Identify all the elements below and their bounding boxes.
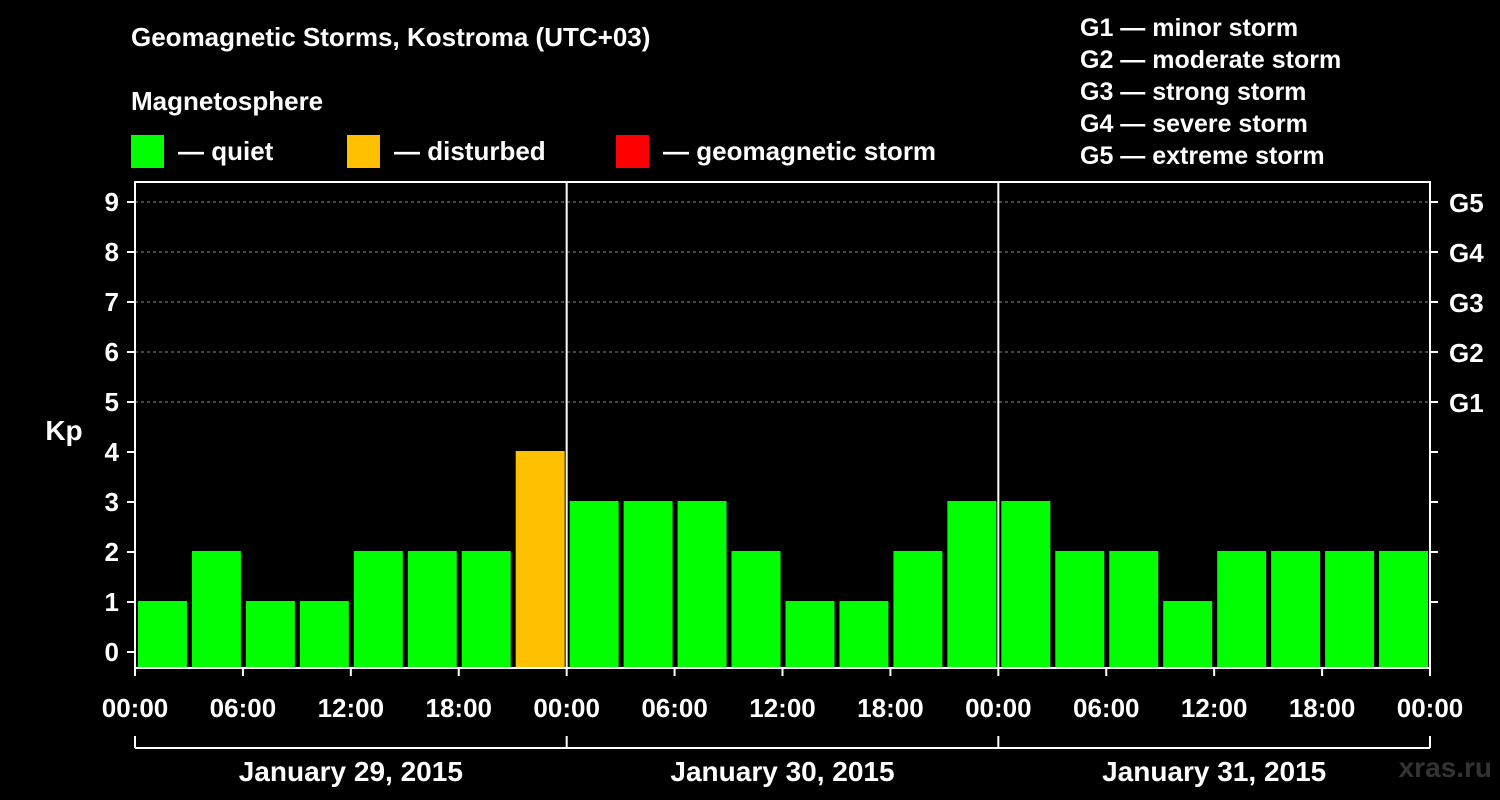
y-tick-label: 9 xyxy=(105,187,119,217)
x-tick-label: 06:00 xyxy=(210,693,277,723)
kp-bar xyxy=(893,551,943,668)
kp-bar xyxy=(1163,601,1213,668)
kp-bar xyxy=(353,551,403,668)
kp-bar xyxy=(1271,551,1321,668)
y-tick-label: 3 xyxy=(105,487,119,517)
y-tick-label: 0 xyxy=(105,637,119,667)
legend-label-quiet: — quiet xyxy=(178,135,274,166)
chart-title: Geomagnetic Storms, Kostroma (UTC+03) xyxy=(131,22,651,52)
x-tick-label: 18:00 xyxy=(857,693,924,723)
magnetosphere-heading: Magnetosphere xyxy=(131,86,324,116)
kp-bar xyxy=(569,501,619,668)
x-tick-label: 12:00 xyxy=(1181,693,1248,723)
x-tick-label: 06:00 xyxy=(1073,693,1140,723)
kp-bar xyxy=(299,601,349,668)
day-label: January 29, 2015 xyxy=(239,756,463,787)
x-tick-label: 12:00 xyxy=(749,693,816,723)
legend-item-disturbed: — disturbed xyxy=(347,134,546,168)
kp-bar xyxy=(1055,551,1105,668)
disturbed-swatch xyxy=(347,134,380,168)
x-tick-label: 00:00 xyxy=(965,693,1032,723)
kp-bar xyxy=(1325,551,1375,668)
kp-bar xyxy=(623,501,673,668)
kp-bar xyxy=(839,601,889,668)
y-tick-label: 5 xyxy=(105,387,119,417)
storm-swatch xyxy=(616,134,649,168)
legend-item-quiet: — quiet xyxy=(131,134,273,168)
quiet-swatch xyxy=(131,134,164,168)
legend-item-storm: — geomagnetic storm xyxy=(616,134,936,168)
kp-bar xyxy=(785,601,835,668)
x-tick-label: 00:00 xyxy=(1397,693,1464,723)
x-tick-label: 12:00 xyxy=(318,693,385,723)
g-scale-label: G4 xyxy=(1449,238,1484,268)
kp-bar xyxy=(947,501,997,668)
kp-bar xyxy=(515,451,565,668)
kp-bar xyxy=(1379,551,1428,668)
day-label: January 31, 2015 xyxy=(1102,756,1326,787)
g-scale-label: G5 xyxy=(1449,188,1484,218)
y-tick-label: 2 xyxy=(105,537,119,567)
x-tick-label: 18:00 xyxy=(1289,693,1356,723)
storm-scale-g4: G4 — severe storm xyxy=(1080,110,1308,138)
legend-label-disturbed: — disturbed xyxy=(394,135,546,166)
day-label: January 30, 2015 xyxy=(670,756,894,787)
y-tick-label: 1 xyxy=(105,587,119,617)
storm-scale-g2: G2 — moderate storm xyxy=(1080,46,1342,74)
kp-bar xyxy=(1217,551,1267,668)
y-tick-label: 4 xyxy=(105,437,120,467)
kp-bar xyxy=(677,501,727,668)
kp-bar xyxy=(1109,551,1159,668)
y-tick-label: 6 xyxy=(105,337,119,367)
kp-bar xyxy=(407,551,457,668)
storm-scale-g1: G1 — minor storm xyxy=(1080,14,1299,42)
x-tick-label: 00:00 xyxy=(102,693,169,723)
storm-scale-g3: G3 — strong storm xyxy=(1080,78,1307,106)
watermark: xras.ru xyxy=(1398,752,1492,783)
kp-bar xyxy=(1001,501,1051,668)
storm-scale-legend: G1 — minor storm G2 — moderate storm G3 … xyxy=(1080,12,1341,172)
kp-bar xyxy=(245,601,295,668)
g-scale-label: G2 xyxy=(1449,338,1484,368)
x-tick-label: 18:00 xyxy=(426,693,493,723)
kp-bar xyxy=(461,551,511,668)
kp-bar xyxy=(731,551,781,668)
kp-bar xyxy=(191,551,241,668)
g-scale-label: G1 xyxy=(1449,388,1484,418)
storm-scale-g5: G5 — extreme storm xyxy=(1080,142,1325,170)
legend-label-storm: — geomagnetic storm xyxy=(663,135,937,166)
kp-bar xyxy=(138,601,187,668)
x-tick-label: 00:00 xyxy=(533,693,600,723)
x-tick-label: 06:00 xyxy=(641,693,708,723)
g-scale-label: G3 xyxy=(1449,288,1484,318)
y-tick-label: 8 xyxy=(105,237,119,267)
y-tick-label: 7 xyxy=(105,287,119,317)
y-axis-label: Kp xyxy=(45,415,82,446)
